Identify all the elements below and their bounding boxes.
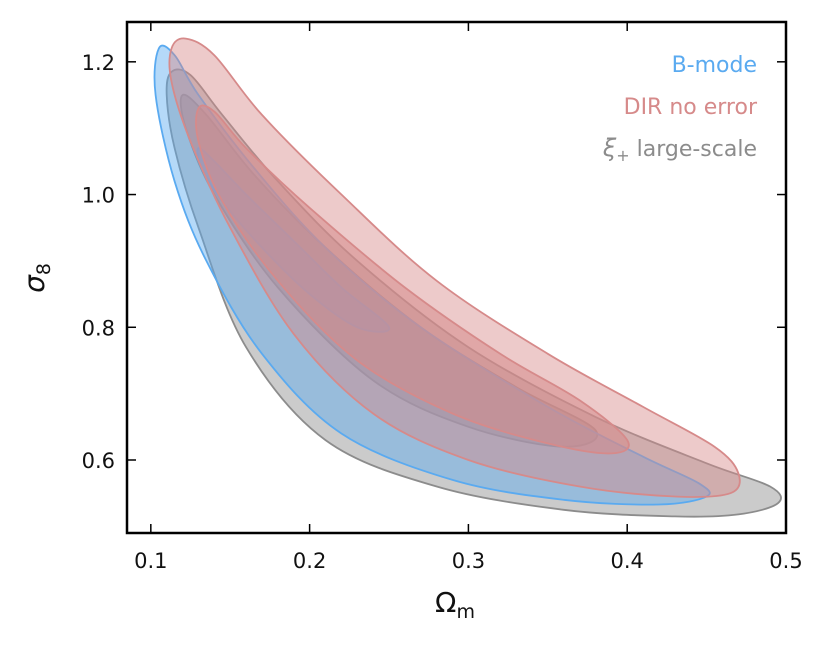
legend-symbol: ξ [602,134,617,162]
x-axis-title: Ωm [435,586,475,623]
y-tick-label: 1.0 [82,184,115,208]
x-tick-label: 0.1 [134,549,167,573]
x-tick-label: 0.5 [769,549,802,573]
legend: B-mode DIR no error ξ+ large-scale [602,53,758,165]
y-tick-label: 0.6 [82,449,115,473]
x-axis-title-subscript: m [456,601,475,623]
y-axis-title: σ8 [18,263,55,293]
legend-entry-large-scale: ξ+ large-scale [602,134,757,165]
y-tick-label: 0.8 [82,316,115,340]
plot-frame [125,20,788,535]
contour-dir-no-error-95 [168,37,741,498]
y-tick-label: 1.2 [82,51,115,75]
series-dir-no-error [168,37,741,498]
x-tick-label: 0.3 [452,549,485,573]
y-axis-title-subscript: 8 [33,263,55,275]
legend-entry-dir-no-error: DIR no error [624,95,758,120]
x-tick-label: 0.2 [293,549,326,573]
legend-symbol-subscript: + [616,146,629,165]
x-tick-label: 0.4 [611,549,644,573]
contour-layer [153,37,782,518]
legend-entry-b-mode: B-mode [672,53,757,78]
legend-label: large-scale [630,137,757,162]
tick-layer: 0.1 0.2 0.3 0.4 0.5 0.6 0.8 1.0 1.2 [82,22,803,573]
contour-dir-no-error-68 [195,104,630,455]
